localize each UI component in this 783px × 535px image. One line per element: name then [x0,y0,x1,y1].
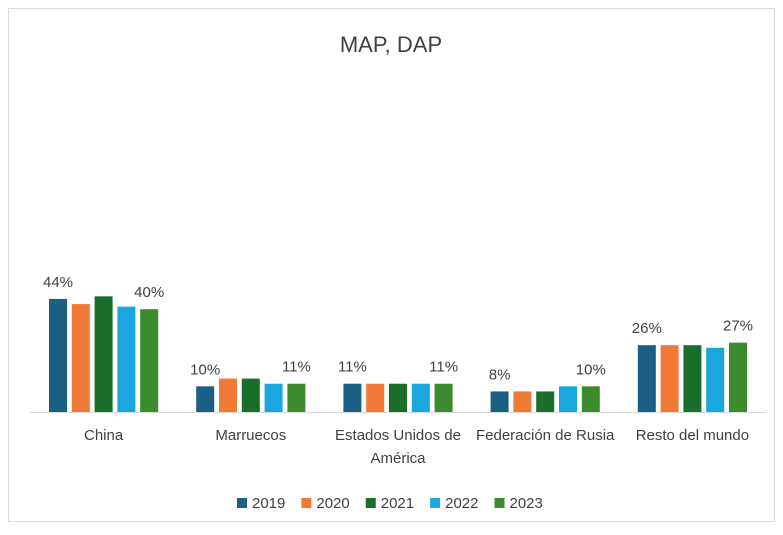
bar [343,383,362,412]
bar [637,345,656,412]
bar [513,391,532,412]
legend-swatch [494,498,505,508]
data-label: 11% [429,359,458,376]
bar [660,345,679,412]
x-tick-label: Estados Unidos de América [335,427,461,467]
bar [490,391,509,412]
legend-label: 2019 [252,495,285,512]
bar [683,345,702,412]
bar [536,391,555,412]
x-tick-label: Resto del mundo [635,427,750,444]
bar [264,383,283,412]
bar [71,304,90,412]
x-tick-label: Marruecos [215,427,287,444]
bar [729,342,747,412]
bar [434,383,453,412]
bar [411,383,430,412]
data-label: 8% [489,366,511,383]
legend-swatch [430,498,441,508]
bar [49,298,67,412]
legend-swatch [237,498,247,508]
chart-title: MAP, DAP [340,32,442,57]
bar [140,309,159,412]
bar [219,378,237,412]
bar [581,386,600,412]
chart-border [8,8,775,522]
x-tick-label-box: Marruecos [215,427,287,444]
legend-swatch [301,498,312,508]
x-tick-label: Federación de Rusia [475,427,615,444]
bar [366,383,385,412]
bar [706,347,725,412]
data-label: 26% [632,320,662,337]
data-label: 40% [134,284,164,301]
legend-label: 2023 [510,495,543,512]
legend-swatch [365,498,376,508]
data-label: 10% [576,361,606,378]
legend-label: 2020 [316,495,349,512]
legend-label: 2021 [381,495,414,512]
bar [559,386,577,412]
x-tick-label-box: Federación de Rusia [475,427,615,444]
bar [287,383,306,412]
data-label: 10% [190,361,220,378]
data-label: 27% [723,318,753,335]
bar [196,386,215,412]
bar [389,383,407,412]
bar [117,306,136,412]
bar [94,296,113,412]
x-tick-label-box: Resto del mundo [635,427,750,444]
x-tick-label-box: Estados Unidos de América [335,427,461,467]
data-label: 11% [282,359,311,376]
x-tick-label-box: China [83,427,124,444]
data-label: 44% [43,274,73,291]
bar [241,378,260,412]
data-label: 11% [338,359,367,376]
legend-label: 2022 [445,495,478,512]
x-tick-label: China [83,427,124,444]
